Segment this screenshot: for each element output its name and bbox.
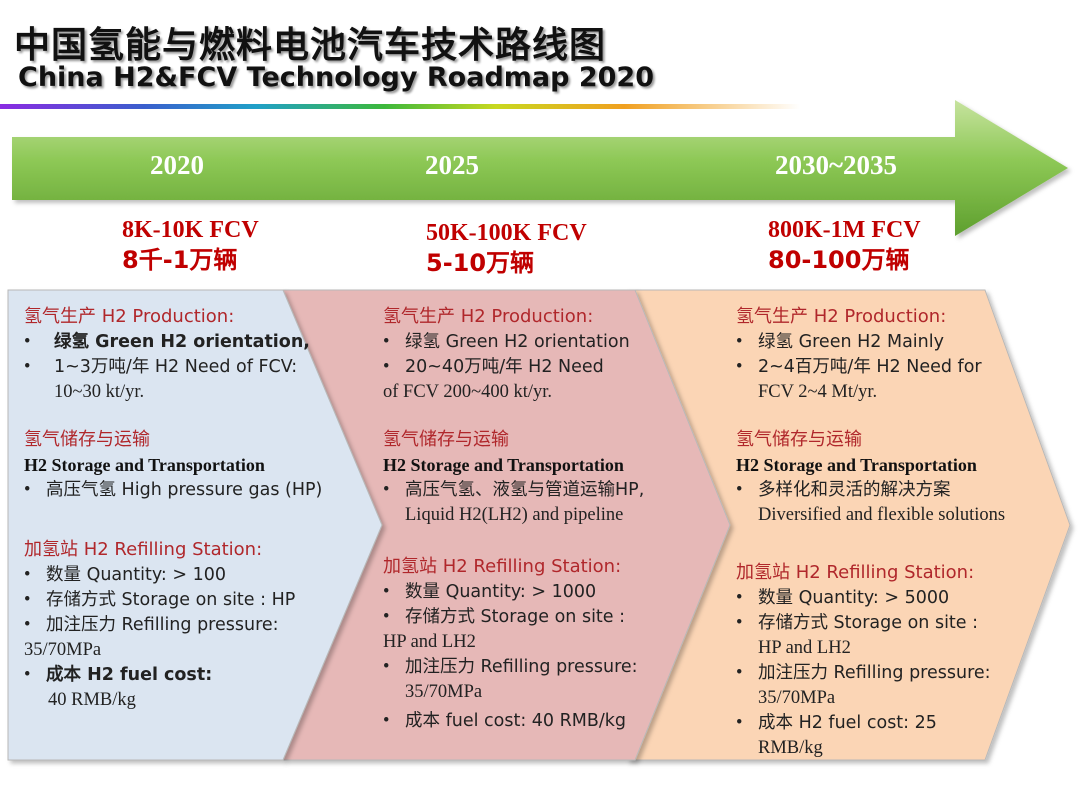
storage-heading-cn: 氢气储存与运输 — [383, 429, 509, 450]
production-heading: 氢气生产 H2 Production: — [383, 306, 594, 327]
production-heading: 氢气生产 H2 Production: — [736, 306, 947, 327]
storage-heading-en: H2 Storage and Transportation — [24, 455, 265, 475]
list-item: • 20~40万吨/年 H2 Need — [383, 357, 604, 377]
list-item: Diversified and flexible solutions — [758, 505, 1006, 525]
storage-heading-cn: 氢气储存与运输 — [736, 429, 862, 450]
list-item: 40 RMB/kg — [48, 690, 136, 710]
list-item: • 多样化和灵活的解决方案 — [736, 480, 951, 500]
list-item: 10~30 kt/yr. — [54, 382, 145, 402]
timeline-arrow — [12, 100, 1068, 236]
list-item: 35/70MPa — [405, 682, 483, 702]
stage-2020-details: 氢气生产 H2 Production: • 绿氢 Green H2 orienta… — [24, 304, 324, 713]
list-item: • 高压气氢、液氢与管道运输HP, — [383, 480, 645, 500]
list-item: • 成本 H2 fuel cost: 25 — [736, 713, 937, 733]
fcv-target-en: 8K-10K FCV — [122, 217, 259, 243]
page-title-en: China H2&FCV Technology Roadmap 2020 — [18, 62, 655, 93]
list-item: • 1~3万吨/年 H2 Need of FCV: — [24, 357, 298, 377]
list-item: • 存储方式 Storage on site : — [736, 613, 979, 633]
refilling-heading: 加氢站 H2 Refilling Station: — [24, 539, 263, 560]
list-item: • 成本 H2 fuel cost: — [24, 665, 213, 685]
year-label-2020: 2020 — [150, 150, 204, 180]
list-item: • 成本 fuel cost: 40 RMB/kg — [383, 711, 627, 731]
title-underline — [0, 104, 800, 109]
production-heading: 氢气生产 H2 Production: — [24, 306, 235, 327]
list-item: • 存储方式 Storage on site : HP — [24, 590, 296, 610]
list-item: HP and LH2 — [758, 638, 851, 658]
list-item: • 绿氢 Green H2 orientation — [383, 332, 630, 352]
storage-heading-cn: 氢气储存与运输 — [24, 429, 150, 450]
list-item: FCV 2~4 Mt/yr. — [758, 382, 878, 402]
year-label-2025: 2025 — [425, 150, 479, 180]
fcv-target-en: 50K-100K FCV — [426, 220, 587, 246]
refilling-heading: 加氢站 H2 Refilling Station: — [736, 562, 975, 583]
list-item: • 存储方式 Storage on site : — [383, 607, 626, 627]
storage-heading-en: H2 Storage and Transportation — [736, 455, 977, 475]
stage-2025-details: 氢气生产 H2 Production: • 绿氢 Green H2 orienta… — [383, 304, 713, 734]
list-item: • 绿氢 Green H2 Mainly — [736, 332, 944, 352]
storage-heading-en: H2 Storage and Transportation — [383, 455, 624, 475]
list-item: • 数量 Quantity: > 5000 — [736, 588, 950, 608]
fcv-target-cn: 5-10万辆 — [426, 249, 535, 277]
list-item: • 加注压力 Refilling pressure: — [383, 657, 638, 677]
list-item: 35/70MPa — [758, 688, 836, 708]
page-title-cn: 中国氢能与燃料电池汽车技术路线图 — [14, 25, 607, 66]
list-item: Liquid H2(LH2) and pipeline — [405, 505, 624, 525]
stage-2030-details: 氢气生产 H2 Production: • 绿氢 Green H2 Mainly … — [736, 304, 1046, 761]
fcv-target-2025: 50K-100K FCV 5-10万辆 — [426, 218, 587, 278]
fcv-target-en: 800K-1M FCV — [768, 217, 921, 243]
list-item: • 绿氢 Green H2 orientation, — [24, 332, 310, 352]
list-item: 35/70MPa — [24, 640, 102, 660]
fcv-target-2030: 800K-1M FCV 80-100万辆 — [768, 215, 921, 275]
list-item: • 加注压力 Refilling pressure: — [736, 663, 991, 683]
panel-2020-blue — [7, 289, 383, 761]
year-label-2030: 2030~2035 — [775, 150, 898, 180]
list-item: • 2~4百万吨/年 H2 Need for — [736, 357, 982, 377]
list-item: RMB/kg — [758, 738, 823, 758]
fcv-target-2020: 8K-10K FCV 8千-1万辆 — [122, 215, 259, 275]
list-item: • 数量 Quantity: > 100 — [24, 565, 226, 585]
fcv-target-cn: 80-100万辆 — [768, 246, 910, 274]
refilling-heading: 加氢站 H2 Refilling Station: — [383, 556, 622, 577]
list-item: • 高压气氢 High pressure gas (HP) — [24, 480, 323, 500]
list-item: • 数量 Quantity: > 1000 — [383, 582, 597, 602]
list-item: • 加注压力 Refilling pressure: — [24, 615, 279, 635]
fcv-target-cn: 8千-1万辆 — [122, 246, 238, 274]
list-item: of FCV 200~400 kt/yr. — [383, 382, 552, 402]
list-item: HP and LH2 — [383, 632, 476, 652]
